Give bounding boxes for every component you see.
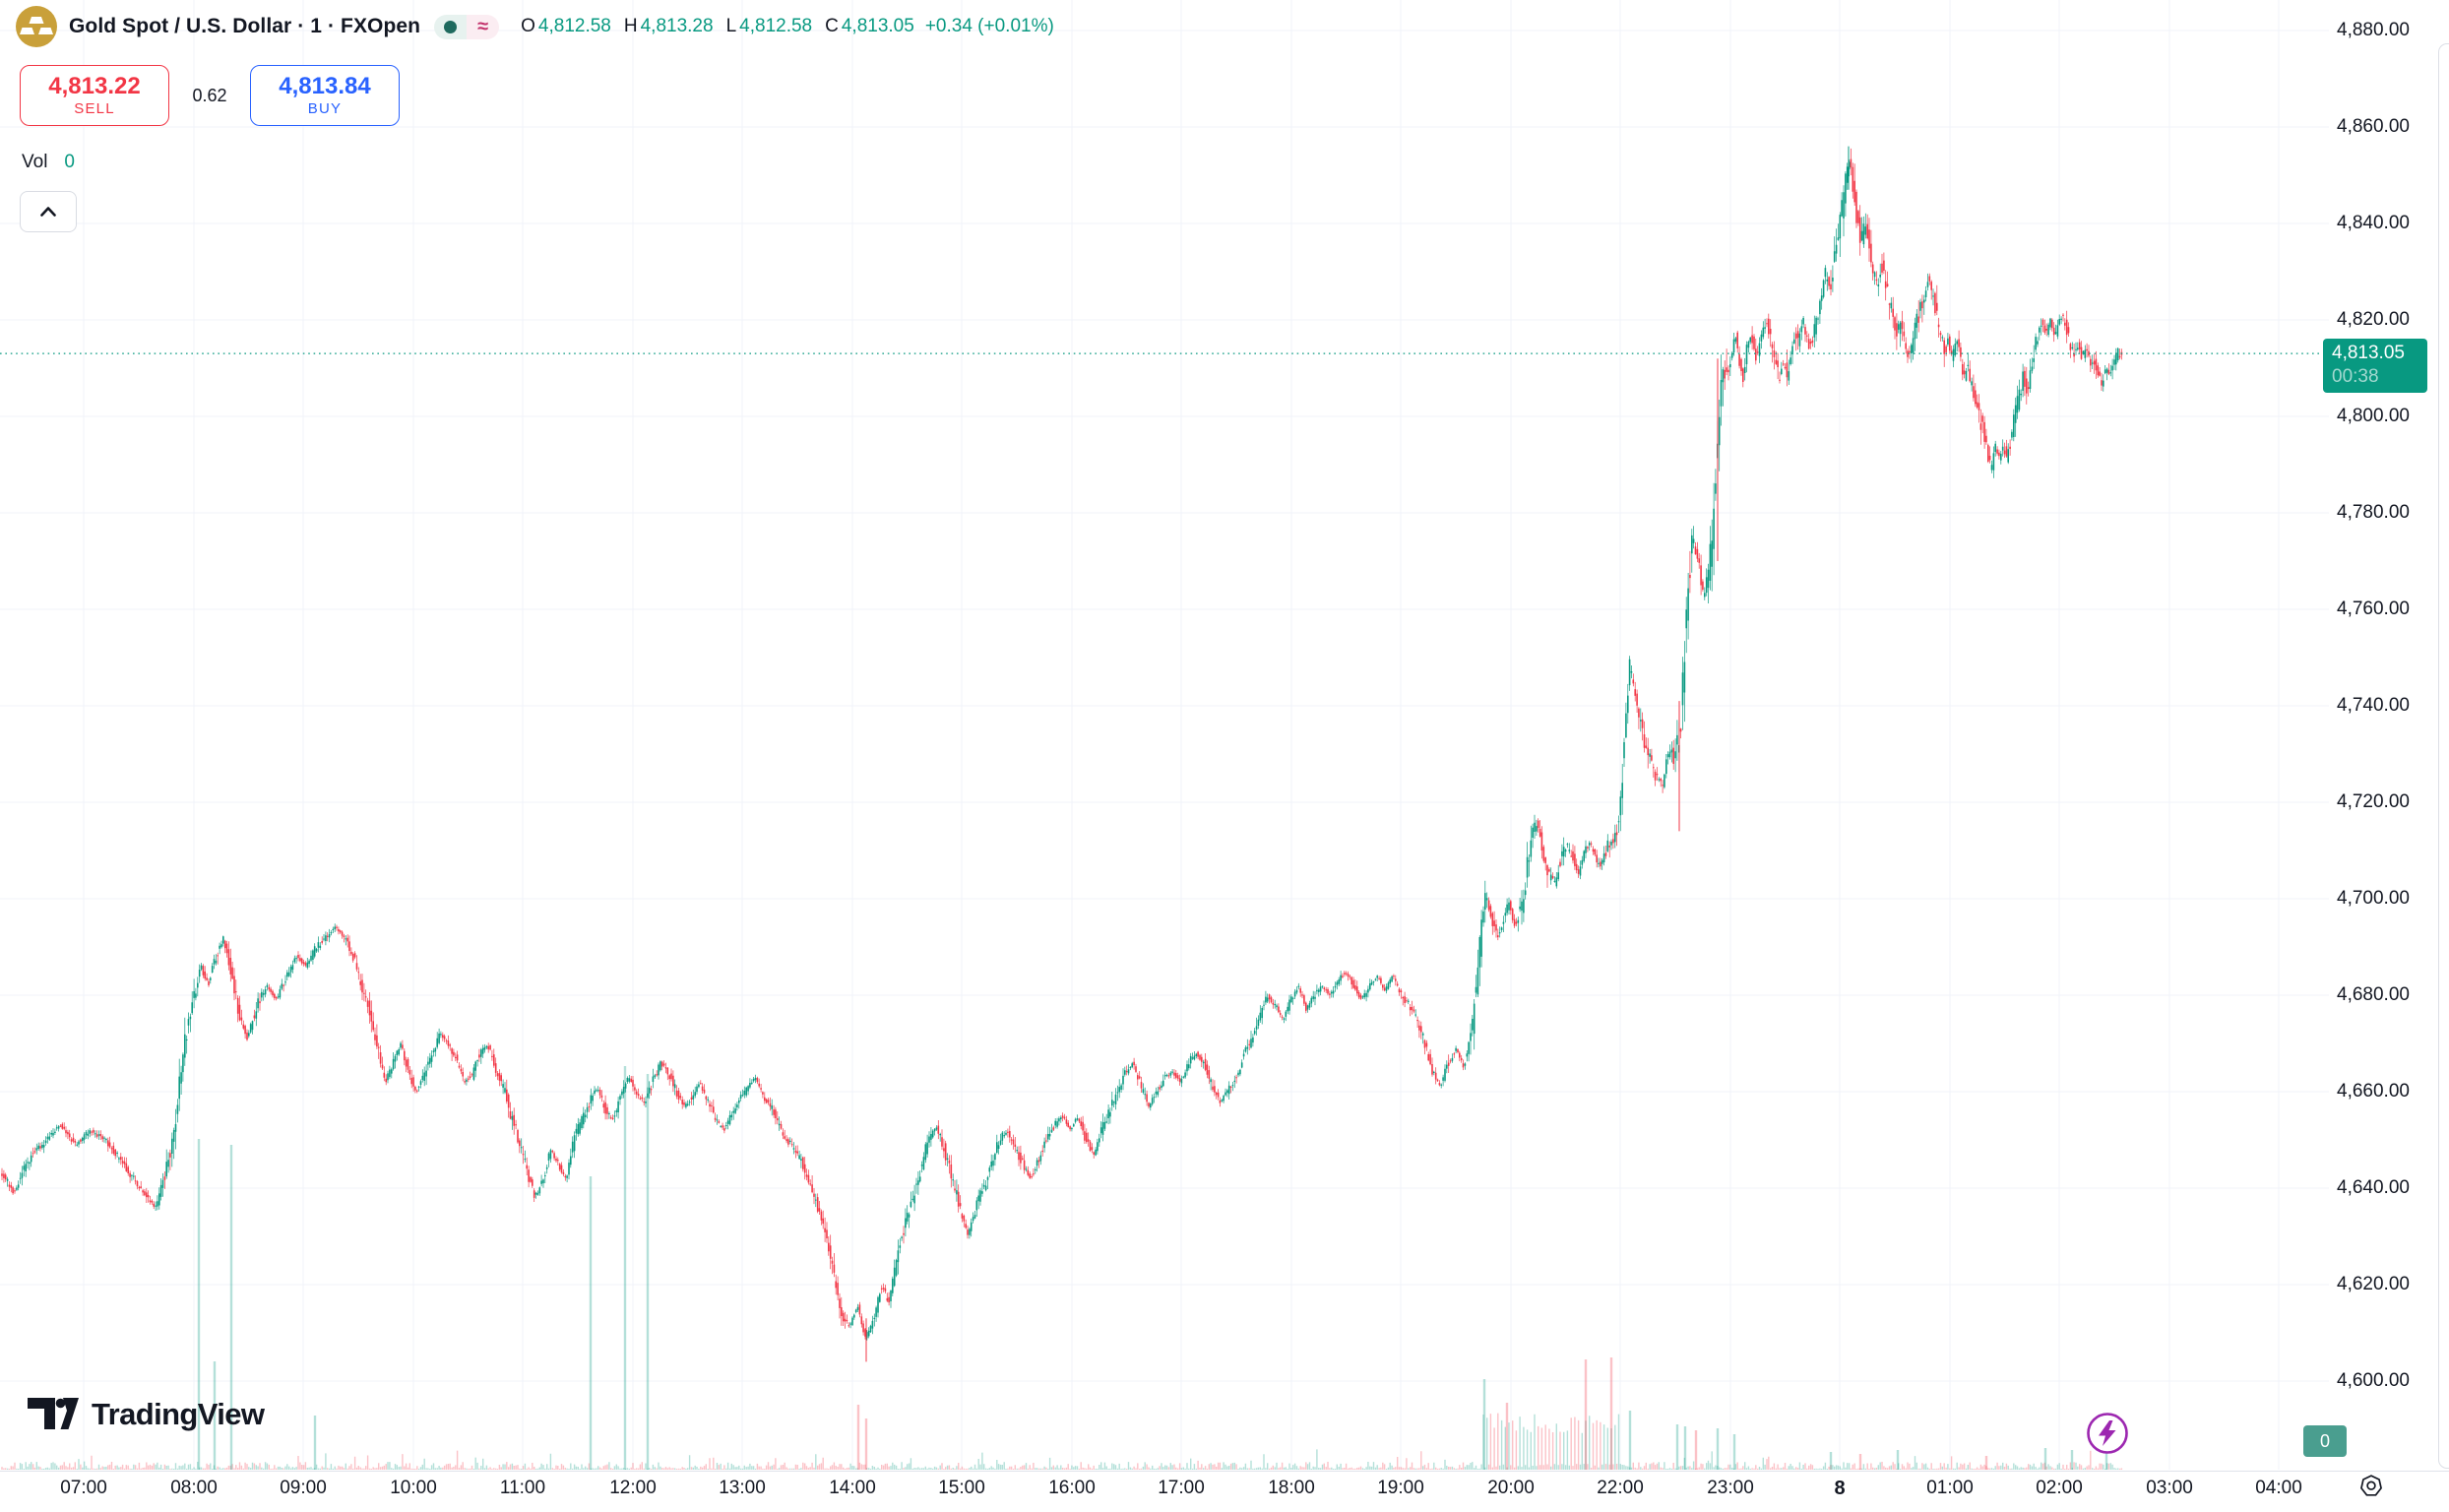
- buy-label: BUY: [307, 100, 343, 117]
- chevron-up-icon: [40, 207, 56, 217]
- tradingview-logo[interactable]: TradingView: [28, 1397, 265, 1432]
- open-label: O: [521, 16, 535, 36]
- time-tick-label: 18:00: [1268, 1478, 1315, 1498]
- high-label: H: [623, 16, 638, 36]
- time-tick-label: 11:00: [499, 1478, 546, 1498]
- price-tick-label: 4,640.00: [2337, 1177, 2410, 1198]
- axis-settings-icon[interactable]: [2355, 1474, 2387, 1503]
- symbol-legend[interactable]: Gold Spot / U.S. Dollar · 1 · FXOpen ≈ O…: [16, 6, 1054, 47]
- price-tick-label: 4,620.00: [2337, 1274, 2410, 1294]
- price-tick-label: 4,700.00: [2337, 888, 2410, 909]
- symbol-title: Gold Spot / U.S. Dollar · 1 · FXOpen: [69, 15, 421, 37]
- volume-indicator-label: Vol: [22, 152, 48, 172]
- price-tick-label: 4,760.00: [2337, 598, 2410, 619]
- buy-price: 4,813.84: [279, 73, 371, 99]
- bar-countdown: 00:38: [2332, 366, 2379, 387]
- collapse-legend-button[interactable]: [20, 191, 77, 232]
- time-tick-label: 16:00: [1048, 1478, 1096, 1498]
- price-tick-label: 4,600.00: [2337, 1370, 2410, 1391]
- time-tick-label: 07:00: [60, 1478, 107, 1498]
- time-tick-label: 08:00: [170, 1478, 218, 1498]
- tradingview-logo-text: TradingView: [92, 1397, 265, 1431]
- price-tick-label: 4,680.00: [2337, 984, 2410, 1005]
- data-sync-icon: ≈: [467, 14, 500, 39]
- market-status-pills[interactable]: ≈: [434, 14, 500, 39]
- time-tick-label: 15:00: [938, 1478, 985, 1498]
- price-tick-label: 4,800.00: [2337, 406, 2410, 426]
- sell-price: 4,813.22: [48, 73, 141, 99]
- tradingview-logo-icon: [28, 1397, 79, 1432]
- price-tick-label: 4,840.00: [2337, 213, 2410, 233]
- trade-panel: 4,813.22 SELL 0.62 4,813.84 BUY: [20, 65, 400, 126]
- current-price-value: 4,813.05: [2332, 343, 2405, 363]
- volume-histogram: [1, 1066, 2123, 1470]
- volume-indicator-value: 0: [64, 152, 75, 172]
- time-tick-label: 22:00: [1597, 1478, 1644, 1498]
- price-tick-label: 4,780.00: [2337, 502, 2410, 523]
- time-tick-label: 02:00: [2036, 1478, 2083, 1498]
- time-tick-label: 17:00: [1158, 1478, 1205, 1498]
- spread-value: 0.62: [192, 85, 227, 105]
- close-value: 4,813.05: [841, 16, 914, 36]
- time-tick-label: 14:00: [829, 1478, 876, 1498]
- close-label: C: [825, 16, 839, 36]
- current-price-label: 4,813.05 00:38: [2323, 339, 2427, 393]
- price-tick-label: 4,820.00: [2337, 309, 2410, 330]
- time-tick-day-label: 8: [1834, 1478, 1846, 1499]
- price-tick-label: 4,880.00: [2337, 20, 2410, 40]
- sell-label: SELL: [74, 100, 115, 117]
- time-tick-label: 19:00: [1377, 1478, 1424, 1498]
- gridlines: [0, 0, 2329, 1470]
- price-tick-label: 4,740.00: [2337, 695, 2410, 716]
- high-value: 4,813.28: [640, 16, 714, 36]
- low-value: 4,812.58: [739, 16, 813, 36]
- time-tick-label: 12:00: [609, 1478, 657, 1498]
- buy-button[interactable]: 4,813.84 BUY: [250, 65, 400, 126]
- volume-axis-badge: 0: [2303, 1425, 2347, 1457]
- time-tick-label: 10:00: [390, 1478, 437, 1498]
- gold-symbol-icon: [16, 6, 57, 47]
- open-value: 4,812.58: [537, 16, 611, 36]
- time-tick-label: 03:00: [2146, 1478, 2193, 1498]
- lightning-icon[interactable]: [2086, 1412, 2129, 1460]
- time-tick-label: 09:00: [280, 1478, 327, 1498]
- price-tick-label: 4,860.00: [2337, 116, 2410, 137]
- time-tick-label: 13:00: [719, 1478, 766, 1498]
- right-panel-divider: [2438, 43, 2449, 1469]
- market-open-icon: [434, 14, 468, 39]
- sell-button[interactable]: 4,813.22 SELL: [20, 65, 169, 126]
- time-tick-label: 01:00: [1926, 1478, 1974, 1498]
- time-tick-label: 23:00: [1707, 1478, 1754, 1498]
- low-label: L: [725, 16, 737, 36]
- price-tick-label: 4,720.00: [2337, 791, 2410, 812]
- ohlc-values: O 4,812.58 H 4,813.28 L 4,812.58 C 4,813.05 …: [521, 16, 1054, 37]
- time-tick-label: 20:00: [1487, 1478, 1535, 1498]
- change-value: +0.34 (+0.01%): [924, 16, 1054, 36]
- volume-indicator[interactable]: Vol 0: [22, 152, 75, 173]
- time-axis-separator: [0, 1471, 2449, 1472]
- price-tick-label: 4,660.00: [2337, 1081, 2410, 1102]
- time-tick-label: 04:00: [2255, 1478, 2302, 1498]
- candles: [1, 146, 2123, 1362]
